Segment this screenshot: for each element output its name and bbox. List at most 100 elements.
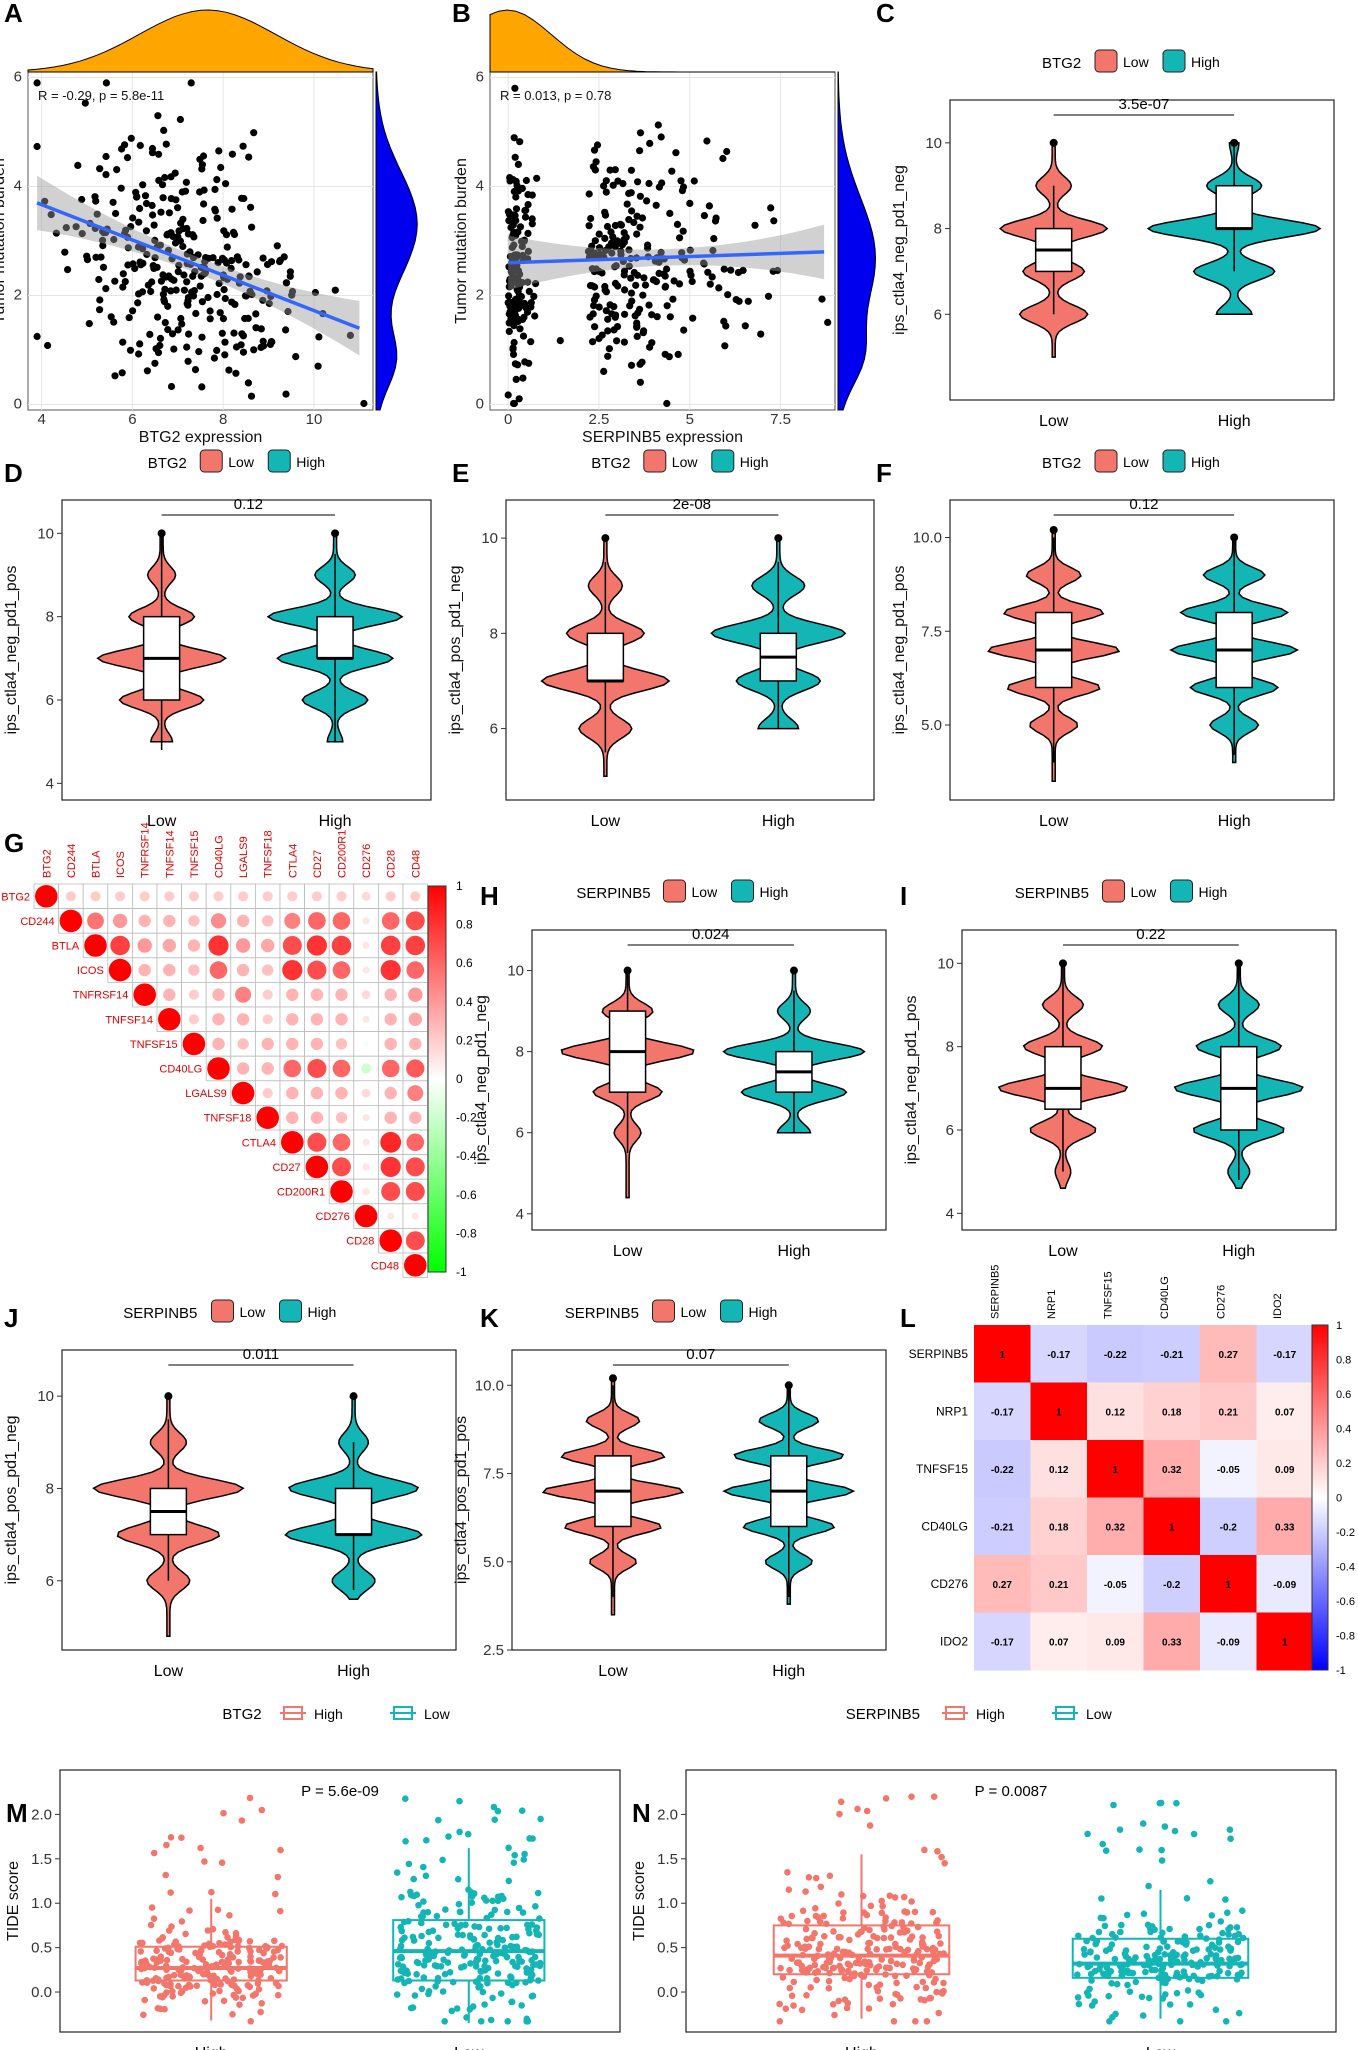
data-point [724,291,732,299]
panel-label-l: L [900,1303,916,1333]
jitter-point [1075,2000,1083,2008]
legend-label-high: High [760,884,789,900]
data-point [602,188,610,196]
legend-swatch-low [1094,449,1118,473]
correlation-circle [387,1212,395,1220]
jitter-point [162,1871,169,1879]
column-label: TNFSF15 [189,830,201,878]
correlation-circle [137,938,152,953]
heatmap-cell [1087,1325,1144,1383]
correlation-circle [332,961,351,979]
jitter-point [1217,1918,1225,1925]
data-point [524,278,532,286]
x-tick-label-high: High [1218,813,1251,830]
y-tick-label: 1.5 [657,1851,678,1868]
jitter-point [1226,1955,1233,1963]
data-point [78,230,86,238]
outlier-point [157,529,166,538]
data-point [679,183,688,191]
panel-label-k: K [480,1303,499,1333]
data-point [627,289,636,297]
y-tick-label: 4 [14,177,22,194]
data-point [242,261,250,269]
jitter-point [442,1921,450,1929]
data-point [239,348,248,356]
data-point [200,270,208,278]
panel-label-h: H [480,881,499,911]
legend-title: SERPINB5 [123,1305,197,1322]
y-tick-label: 10 [937,955,954,972]
data-point [273,242,281,250]
panel-label-m: M [6,1798,28,1828]
data-point [159,194,167,202]
row-label: BTG2 [1,891,30,903]
legend-swatch-high [1162,49,1186,73]
data-point [149,211,157,219]
cell-value: -0.09 [1217,1637,1240,1648]
jitter-point [255,1957,263,1964]
jitter-point [157,1957,164,1964]
jitter-point [1225,1926,1232,1933]
jitter-point [829,1964,837,1972]
legend-label-high: High [976,1706,1005,1722]
data-point [530,292,538,300]
data-point [150,221,158,229]
jitter-point [1161,1823,1169,1830]
jitter-point [478,1968,485,1975]
data-point [121,278,129,286]
data-point [744,297,752,305]
x-tick-label-low: Low [147,813,177,830]
data-point [507,299,516,307]
data-point [506,275,514,283]
jitter-point [508,1974,515,1981]
heatmap-cell [974,1497,1031,1556]
jitter-point [393,1869,401,1876]
correlation-circle [307,1132,327,1152]
jitter-point [1126,1969,1134,1976]
jitter-point [1143,1952,1151,1960]
jitter-point [1106,2018,1113,2025]
y-tick-label: 10 [481,530,498,547]
jitter-point [1183,1895,1191,1902]
cell-value: -0.2 [1163,1580,1181,1591]
data-point [96,296,104,304]
jitter-point [873,1946,880,1953]
colorbar-tick: -1 [456,1265,467,1279]
jitter-point [140,2011,147,2019]
jitter-point [1166,2001,1174,2008]
data-point [675,280,684,288]
jitter-point [229,1954,237,1961]
row-label: BTLA [52,941,80,953]
jitter-point [876,1995,884,2002]
correlation-circle [306,935,327,956]
cell-value: 1 [1169,1522,1175,1533]
data-point [206,307,214,315]
jitter-point [477,1983,484,1990]
y-tick-label: 10 [37,1388,54,1405]
jitter-point [1207,1950,1215,1958]
colorbar [1311,1324,1329,1671]
cell-value: -0.17 [1047,1350,1070,1361]
data-point [511,360,519,368]
legend-label-high: High [740,454,769,470]
data-point [170,345,178,353]
jitter-point [1095,1928,1103,1936]
cell-value: 0.07 [1049,1637,1069,1648]
data-point [99,263,108,271]
data-point [241,292,250,300]
jitter-point [782,2005,790,2012]
correlation-circle [330,1180,353,1203]
jitter-point [405,1860,413,1868]
data-point [149,262,157,270]
jitter-point [1235,2009,1243,2017]
legend-swatch-high [267,449,291,473]
y-tick-label: 2 [476,287,484,304]
jitter-point [464,1830,472,1838]
grid-cell [328,982,355,1008]
jitter-point [508,1998,515,2006]
y-tick-label: 10.0 [475,1377,504,1394]
jitter-point [270,1948,278,1955]
jitter-point [1143,1943,1150,1951]
data-point [245,153,253,161]
data-point [33,79,41,87]
